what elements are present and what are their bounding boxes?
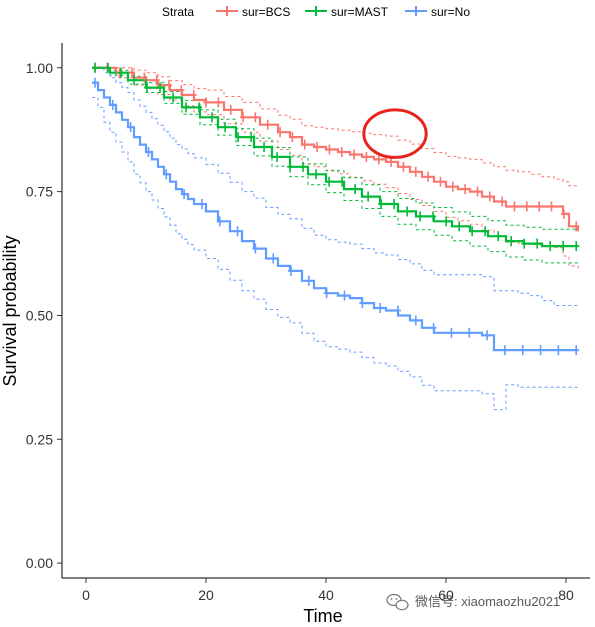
legend-title: Strata [162,5,194,19]
x-tick-label-40: 40 [318,587,334,603]
x-tick-label-80: 80 [558,587,574,603]
wechat-icon [386,593,409,611]
legend-label-bcs: sur=BCS [242,5,290,19]
ci-upper-mast [92,67,578,230]
legend-item-no: sur=No [405,5,470,19]
y-tick-label-0.50: 0.50 [26,307,53,323]
curve-no [92,81,578,352]
ci-upper-bcs [92,67,579,187]
annotation-layer [362,108,428,159]
y-axis-ticks: 0.00 0.25 0.50 0.75 1.00 [26,60,62,571]
x-tick-label-20: 20 [198,587,214,603]
ci-lower-mast [92,67,578,264]
x-axis-ticks: 0 20 40 60 80 [82,578,574,603]
legend-item-mast: sur=MAST [305,5,389,19]
watermark-text: 微信号: xiaomaozhu2021 [415,594,560,609]
curve-mast [92,66,578,248]
confidence-bands [92,67,579,411]
legend-item-bcs: sur=BCS [216,5,290,19]
y-tick-label-1.00: 1.00 [26,60,53,76]
x-tick-label-0: 0 [82,587,90,603]
y-tick-label-0.75: 0.75 [26,184,53,200]
x-axis-title: Time [303,606,342,626]
survival-curves [92,66,580,352]
legend: Strata sur=BCS sur=MAST sur=No [162,5,470,19]
y-tick-label-0.00: 0.00 [26,555,53,571]
censor-marks [92,62,580,356]
ci-lower-no [92,97,578,411]
x-tick-label-60: 60 [438,587,454,603]
ci-upper-no [92,67,578,306]
highlight-ellipse [362,108,428,159]
legend-label-no: sur=No [431,5,470,19]
legend-label-mast: sur=MAST [331,5,389,19]
y-axis-title: Survival probability [0,235,20,386]
watermark: 微信号: xiaomaozhu2021 [386,593,560,611]
ci-lower-bcs [92,67,579,269]
y-tick-label-0.25: 0.25 [26,431,53,447]
